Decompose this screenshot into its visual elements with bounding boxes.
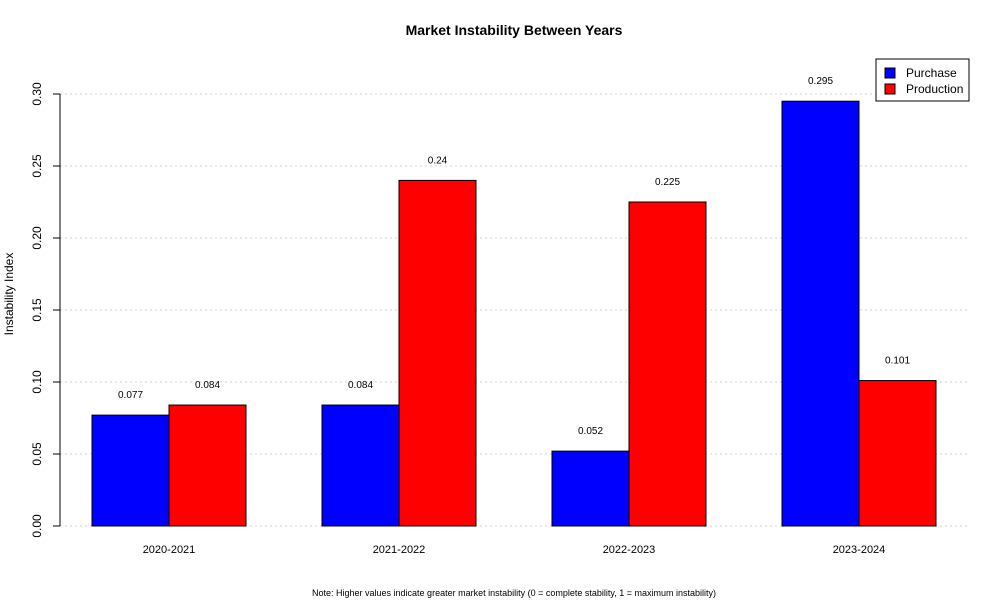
bar-production (398, 179, 477, 527)
x-tick-label: 2020-2021 (143, 544, 196, 556)
legend-swatch-purchase (884, 67, 896, 79)
legend-label-purchase: Purchase (906, 66, 957, 80)
y-axis-label: Instability Index (2, 253, 16, 336)
bar-purchase (321, 404, 400, 527)
x-tick-label: 2021-2022 (373, 544, 426, 556)
x-tick-label: 2022-2023 (603, 544, 656, 556)
x-tick-label: 2023-2024 (833, 544, 886, 556)
y-tick-label: 0.00 (30, 514, 44, 538)
y-tick-label: 0.15 (30, 298, 44, 322)
y-tick-label: 0.20 (30, 226, 44, 250)
data-label: 0.084 (348, 380, 373, 391)
bar-production (168, 404, 247, 527)
bar-purchase (551, 450, 630, 527)
data-label: 0.24 (428, 155, 448, 166)
data-labels: 0.077 0.084 0.084 0.24 0.052 0.225 0.295 0.101 (118, 76, 910, 437)
bar-production (858, 380, 937, 527)
y-tick-label: 0.25 (30, 154, 44, 178)
bar-purchase (781, 100, 860, 527)
y-tick-label: 0.05 (30, 442, 44, 466)
y-tick-label: 0.30 (30, 82, 44, 106)
data-label: 0.225 (655, 177, 680, 188)
y-tick-label: 0.10 (30, 370, 44, 394)
legend-swatch-production (884, 83, 896, 95)
data-label: 0.101 (885, 356, 910, 367)
footnote: Note: Higher values indicate greater mar… (312, 588, 716, 598)
bars (91, 100, 937, 527)
data-label: 0.077 (118, 390, 143, 401)
data-label: 0.295 (808, 76, 833, 87)
x-axis-categories: 2020-2021 2021-2022 2022-2023 2023-2024 (143, 544, 886, 556)
data-label: 0.084 (195, 380, 220, 391)
legend: Purchase Production (875, 58, 970, 102)
y-axis: 0.00 0.05 0.10 0.15 0.20 0.25 0.30 (30, 82, 61, 538)
chart-title: Market Instability Between Years (406, 22, 623, 38)
bar-production (628, 201, 707, 527)
bar-purchase (91, 414, 170, 527)
data-label: 0.052 (578, 426, 603, 437)
legend-label-production: Production (906, 82, 963, 96)
